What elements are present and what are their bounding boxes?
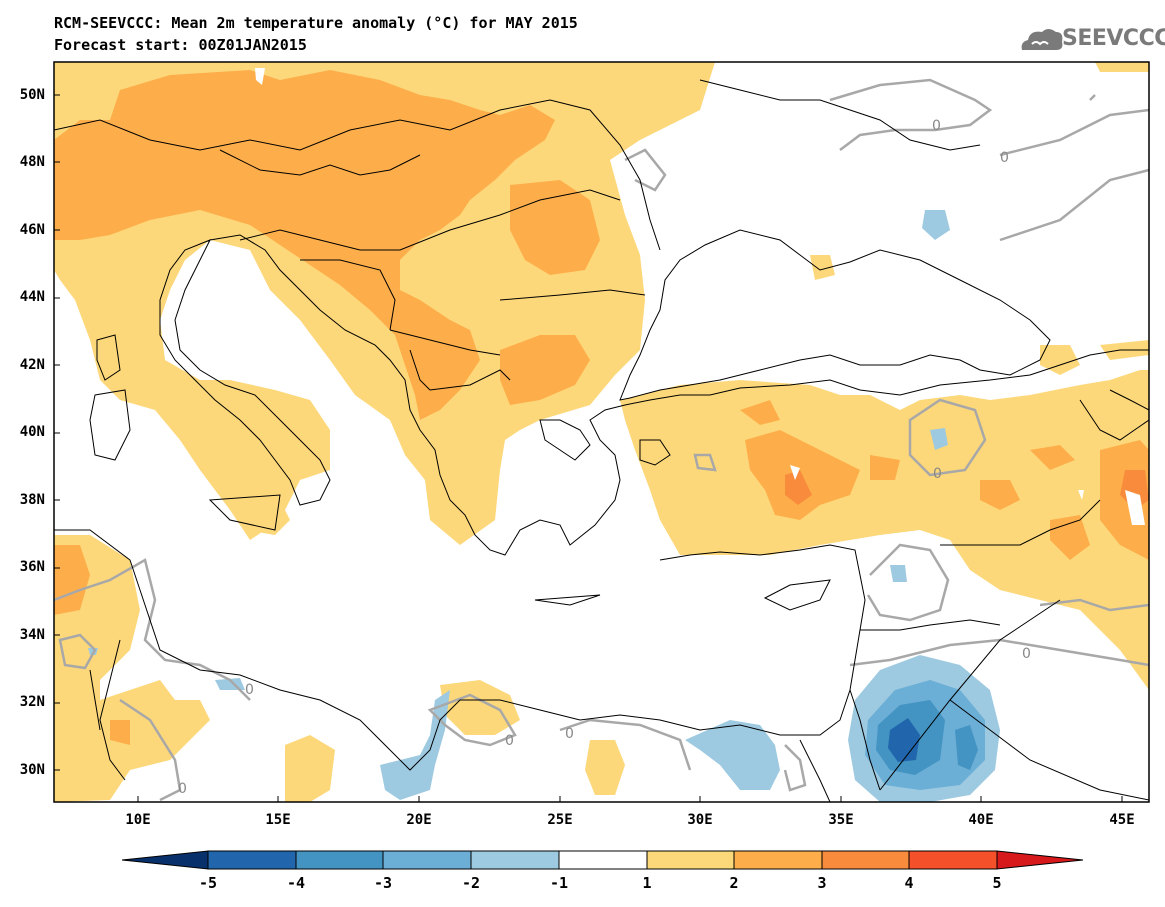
contour-label: 0: [245, 682, 254, 698]
colorbar-label: -5: [198, 874, 218, 892]
colorbar-segment: [908, 850, 998, 870]
colorbar-label: 3: [817, 874, 827, 892]
colorbar-label: -4: [286, 874, 306, 892]
lon-label: 30E: [687, 812, 713, 828]
lon-label: 10E: [125, 812, 151, 828]
contour-label: 0: [1000, 150, 1009, 166]
coastlines: [54, 79, 1149, 802]
colorbar-label: -3: [373, 874, 393, 892]
title-line-2: Forecast start: 00Z01JAN2015: [54, 36, 307, 54]
anomaly-shading-white-holes: [255, 68, 1145, 525]
lat-label: 46N: [19, 222, 45, 238]
colorbar-label: 1: [642, 874, 652, 892]
contour-label: 0: [932, 118, 941, 134]
lat-label: 42N: [19, 357, 45, 373]
map-frame: [53, 61, 1150, 803]
lat-label: 50N: [19, 87, 45, 103]
lat-label: 40N: [19, 424, 45, 440]
contour-label: 0: [565, 726, 574, 742]
colorbar-label: -1: [549, 874, 569, 892]
anomaly-shading-orange: [54, 70, 1149, 745]
colorbar-segment: [646, 850, 735, 870]
lon-label: 40E: [968, 812, 994, 828]
colorbar: [121, 850, 1084, 870]
contour-label: 0: [1022, 646, 1031, 662]
lon-label: 35E: [828, 812, 854, 828]
contour-label: 0: [933, 466, 942, 482]
contour-labels: 0 0 0 0 0 0 0 0: [178, 118, 1031, 797]
title-line-1: RCM-SEEVCCC: Mean 2m temperature anomaly…: [54, 14, 578, 32]
lat-label: 30N: [19, 762, 45, 778]
lat-label: 44N: [19, 289, 45, 305]
colorbar-segment: [470, 850, 560, 870]
lat-label: 48N: [19, 154, 45, 170]
logo-text: SEEVCCC: [1062, 26, 1165, 51]
lon-label: 25E: [547, 812, 573, 828]
colorbar-segment: [207, 850, 297, 870]
lat-label: 32N: [19, 694, 45, 710]
lat-label: 36N: [19, 559, 45, 575]
anomaly-shading-darkest-blue: [888, 718, 920, 762]
colorbar-label: 4: [904, 874, 914, 892]
cloud-logo-icon: [1021, 29, 1063, 50]
lon-label: 20E: [406, 812, 432, 828]
lat-label: 34N: [19, 627, 45, 643]
axis-ticks: [54, 94, 1123, 802]
colorbar-label: -2: [461, 874, 481, 892]
contour-label: 0: [178, 781, 187, 797]
colorbar-segment: [996, 850, 1084, 870]
colorbar-segment: [295, 850, 384, 870]
lat-label: 38N: [19, 492, 45, 508]
colorbar-segment: [558, 850, 648, 870]
lon-label: 45E: [1109, 812, 1135, 828]
lon-label: 15E: [265, 812, 291, 828]
colorbar-label: 2: [729, 874, 739, 892]
map-title: RCM-SEEVCCC: Mean 2m temperature anomaly…: [54, 12, 578, 56]
colorbar-segment: [121, 850, 209, 870]
colorbar-segment: [382, 850, 472, 870]
contour-label: 0: [505, 733, 514, 749]
colorbar-label: 5: [992, 874, 1002, 892]
colorbar-segment: [733, 850, 823, 870]
colorbar-segment: [821, 850, 910, 870]
